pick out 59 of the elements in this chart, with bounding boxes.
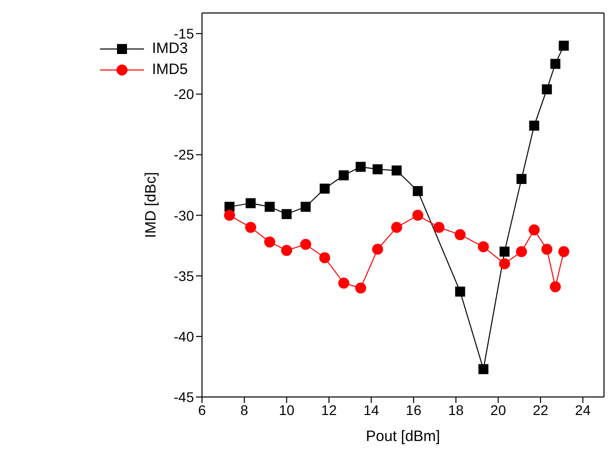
point bbox=[338, 278, 350, 289]
point bbox=[282, 209, 292, 220]
point bbox=[433, 222, 444, 233]
x-tick-label: 12 bbox=[321, 402, 337, 418]
legend-label: IMD5 bbox=[152, 61, 188, 78]
point bbox=[281, 244, 292, 256]
point bbox=[550, 281, 561, 292]
point bbox=[300, 202, 311, 212]
point bbox=[529, 120, 540, 131]
point bbox=[550, 58, 560, 69]
y-tick-label: -25 bbox=[174, 146, 194, 163]
y-tick-label: -45 bbox=[174, 388, 194, 405]
point bbox=[355, 282, 366, 294]
x-tick-label: 22 bbox=[532, 402, 549, 418]
x-tick-label: 18 bbox=[448, 402, 464, 418]
point bbox=[500, 246, 510, 257]
point bbox=[412, 186, 423, 196]
point bbox=[454, 229, 466, 240]
x-tick-label: 20 bbox=[490, 402, 506, 418]
point bbox=[319, 252, 330, 264]
x-tick-label: 16 bbox=[406, 402, 422, 418]
point bbox=[224, 210, 236, 221]
y-tick-label: -20 bbox=[174, 86, 194, 102]
point bbox=[528, 224, 540, 236]
y-tick-label: -35 bbox=[174, 268, 194, 284]
x-tick-label: 6 bbox=[198, 402, 206, 418]
x-tick-label: 24 bbox=[575, 402, 591, 418]
point bbox=[558, 246, 570, 258]
y-tick-label: -40 bbox=[174, 328, 194, 344]
point bbox=[264, 202, 275, 212]
point bbox=[300, 238, 312, 250]
point bbox=[542, 84, 552, 94]
point bbox=[245, 222, 256, 233]
point bbox=[246, 198, 256, 208]
point bbox=[372, 244, 384, 255]
x-tick-label: 10 bbox=[278, 402, 295, 418]
y-tick-label: -30 bbox=[174, 207, 194, 224]
legend-label: IMD3 bbox=[152, 40, 188, 57]
point bbox=[516, 246, 527, 258]
point bbox=[455, 286, 466, 297]
x-axis-title: Pout [dBm] bbox=[366, 428, 440, 445]
point bbox=[516, 174, 526, 184]
point bbox=[356, 162, 366, 172]
y-axis-title: IMD [dBc] bbox=[142, 172, 160, 238]
point bbox=[499, 258, 510, 270]
point bbox=[558, 40, 569, 51]
y-tick-label: -15 bbox=[174, 26, 194, 42]
point bbox=[478, 364, 488, 374]
point bbox=[541, 244, 552, 255]
point bbox=[372, 164, 383, 174]
x-tick-label: 8 bbox=[240, 402, 248, 418]
point bbox=[338, 170, 349, 180]
point bbox=[392, 165, 402, 176]
point bbox=[478, 241, 489, 252]
point bbox=[264, 236, 276, 248]
point bbox=[320, 184, 330, 194]
point bbox=[391, 222, 402, 233]
x-tick-label: 14 bbox=[363, 402, 380, 418]
point bbox=[412, 210, 424, 221]
